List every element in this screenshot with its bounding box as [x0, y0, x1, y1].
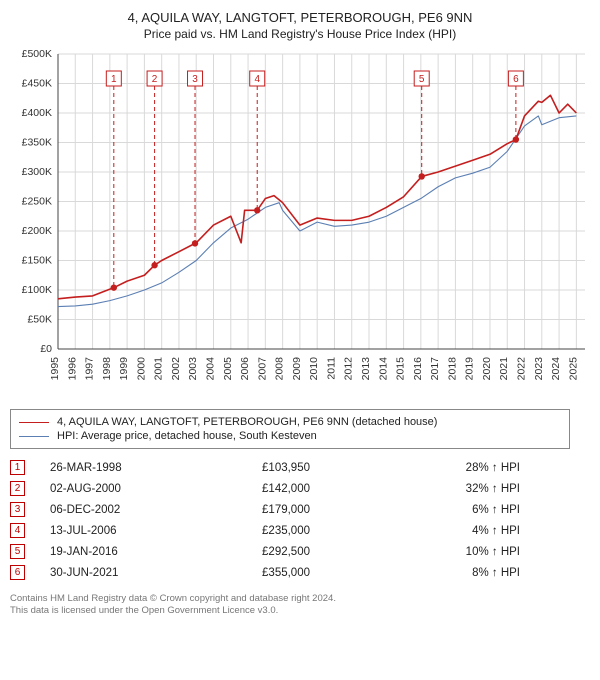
- sales-table: 1 26-MAR-1998£103,95028% ↑ HPI 2 02-AUG-200…: [10, 457, 570, 583]
- svg-text:2008: 2008: [274, 357, 286, 381]
- table-row: 5 19-JAN-2016£292,50010% ↑ HPI: [10, 541, 570, 562]
- row-price: £179,000: [190, 504, 340, 516]
- row-marker: 3: [10, 502, 25, 517]
- svg-text:2024: 2024: [550, 357, 562, 381]
- row-date: 13-JUL-2006: [50, 525, 190, 537]
- svg-text:£100K: £100K: [22, 284, 52, 296]
- footer-line-2: This data is licensed under the Open Gov…: [10, 605, 590, 617]
- svg-text:2016: 2016: [412, 357, 424, 381]
- row-marker: 2: [10, 481, 25, 496]
- svg-text:1997: 1997: [84, 357, 96, 381]
- svg-text:2015: 2015: [395, 357, 407, 381]
- svg-text:2006: 2006: [239, 357, 251, 381]
- legend-swatch: [19, 436, 49, 437]
- row-date: 06-DEC-2002: [50, 504, 190, 516]
- row-pct: 8% ↑ HPI: [340, 567, 520, 579]
- table-row: 3 06-DEC-2002£179,0006% ↑ HPI: [10, 499, 570, 520]
- table-row: 2 02-AUG-2000£142,00032% ↑ HPI: [10, 478, 570, 499]
- svg-text:2011: 2011: [325, 357, 337, 380]
- chart-title: 4, AQUILA WAY, LANGTOFT, PETERBOROUGH, P…: [10, 10, 590, 25]
- row-price: £142,000: [190, 483, 340, 495]
- svg-text:£450K: £450K: [22, 78, 52, 90]
- svg-text:2023: 2023: [533, 357, 545, 381]
- svg-text:2007: 2007: [256, 357, 268, 381]
- table-row: 1 26-MAR-1998£103,95028% ↑ HPI: [10, 457, 570, 478]
- legend: 4, AQUILA WAY, LANGTOFT, PETERBOROUGH, P…: [10, 409, 570, 449]
- svg-text:2009: 2009: [291, 357, 303, 381]
- row-pct: 32% ↑ HPI: [340, 483, 520, 495]
- svg-text:1998: 1998: [101, 357, 113, 381]
- chart-subtitle: Price paid vs. HM Land Registry's House …: [10, 27, 590, 41]
- svg-text:£350K: £350K: [22, 137, 52, 149]
- row-date: 02-AUG-2000: [50, 483, 190, 495]
- svg-text:2004: 2004: [205, 357, 217, 381]
- row-price: £292,500: [190, 546, 340, 558]
- svg-text:1: 1: [111, 74, 117, 85]
- legend-item: 4, AQUILA WAY, LANGTOFT, PETERBOROUGH, P…: [19, 415, 561, 429]
- svg-text:2000: 2000: [135, 357, 147, 381]
- legend-item: HPI: Average price, detached house, Sout…: [19, 429, 561, 443]
- svg-text:5: 5: [419, 74, 425, 85]
- svg-text:1996: 1996: [66, 357, 78, 381]
- legend-swatch: [19, 422, 49, 423]
- row-price: £103,950: [190, 462, 340, 474]
- table-row: 6 30-JUN-2021£355,0008% ↑ HPI: [10, 562, 570, 583]
- footer-line-1: Contains HM Land Registry data © Crown c…: [10, 593, 590, 605]
- row-date: 19-JAN-2016: [50, 546, 190, 558]
- row-marker: 4: [10, 523, 25, 538]
- svg-text:2: 2: [152, 74, 158, 85]
- svg-text:2025: 2025: [567, 357, 579, 381]
- svg-text:2020: 2020: [481, 357, 493, 381]
- row-pct: 28% ↑ HPI: [340, 462, 520, 474]
- row-marker: 6: [10, 565, 25, 580]
- svg-text:2001: 2001: [153, 357, 165, 381]
- svg-text:4: 4: [254, 74, 260, 85]
- svg-text:£250K: £250K: [22, 196, 52, 208]
- svg-text:2005: 2005: [222, 357, 234, 381]
- svg-text:£500K: £500K: [22, 49, 52, 60]
- svg-text:1995: 1995: [49, 357, 61, 381]
- svg-text:£150K: £150K: [22, 255, 52, 267]
- chart-area: £0 £50K £100K £150K £200K £250K £300K £350K £400…: [10, 49, 590, 399]
- row-date: 30-JUN-2021: [50, 567, 190, 579]
- row-price: £235,000: [190, 525, 340, 537]
- row-marker: 5: [10, 544, 25, 559]
- svg-text:6: 6: [513, 74, 519, 85]
- svg-text:1999: 1999: [118, 357, 130, 381]
- row-pct: 6% ↑ HPI: [340, 504, 520, 516]
- svg-text:2014: 2014: [377, 357, 389, 381]
- svg-text:£300K: £300K: [22, 166, 52, 178]
- svg-text:£50K: £50K: [27, 314, 52, 326]
- row-price: £355,000: [190, 567, 340, 579]
- svg-text:2017: 2017: [429, 357, 441, 381]
- row-pct: 4% ↑ HPI: [340, 525, 520, 537]
- svg-text:£200K: £200K: [22, 225, 52, 237]
- svg-text:2019: 2019: [464, 357, 476, 381]
- legend-label: HPI: Average price, detached house, Sout…: [57, 430, 317, 442]
- svg-text:£400K: £400K: [22, 107, 52, 119]
- legend-label: 4, AQUILA WAY, LANGTOFT, PETERBOROUGH, P…: [57, 416, 437, 428]
- svg-text:2022: 2022: [516, 357, 528, 381]
- table-row: 4 13-JUL-2006£235,0004% ↑ HPI: [10, 520, 570, 541]
- chart-svg: £0 £50K £100K £150K £200K £250K £300K £350K £400…: [10, 49, 590, 399]
- svg-text:2013: 2013: [360, 357, 372, 381]
- svg-text:2010: 2010: [308, 357, 320, 381]
- row-marker: 1: [10, 460, 25, 475]
- row-date: 26-MAR-1998: [50, 462, 190, 474]
- svg-text:£0: £0: [40, 343, 52, 355]
- footer-attribution: Contains HM Land Registry data © Crown c…: [10, 593, 590, 618]
- svg-text:2002: 2002: [170, 357, 182, 381]
- svg-text:3: 3: [192, 74, 198, 85]
- svg-text:2018: 2018: [446, 357, 458, 381]
- svg-text:2021: 2021: [498, 357, 510, 381]
- svg-text:2003: 2003: [187, 357, 199, 381]
- svg-text:2012: 2012: [343, 357, 355, 381]
- row-pct: 10% ↑ HPI: [340, 546, 520, 558]
